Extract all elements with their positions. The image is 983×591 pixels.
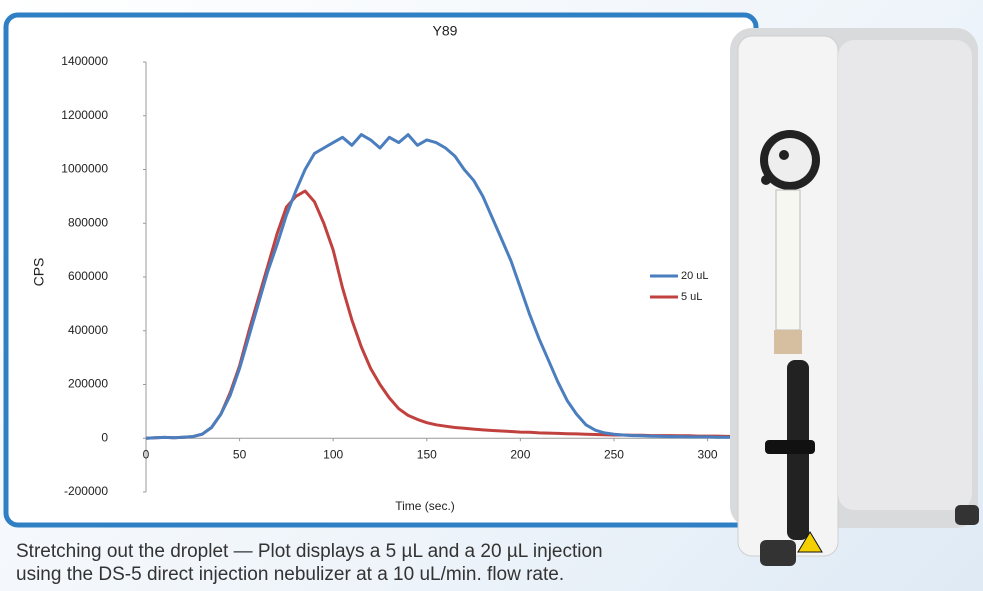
x-tick-label: 300 (698, 447, 718, 461)
chart-panel (3, 12, 759, 528)
valve-face (768, 138, 812, 182)
caption-line: using the DS-5 direct injection nebulize… (16, 564, 565, 585)
y-tick-label: 1200000 (61, 108, 108, 122)
y-tick-label: 1400000 (61, 54, 108, 68)
series-line (145, 133, 745, 440)
plot-area: -200000 0 200000 400000 600000 800000 1000000 1… (61, 54, 745, 498)
port (761, 175, 771, 185)
chart-title: Y89 (433, 23, 458, 39)
y-tick-label: 0 (101, 430, 108, 444)
caption: Stretching out the droplet — Plot displa… (16, 540, 756, 586)
foot (955, 505, 979, 525)
y-tick-label: -200000 (64, 484, 108, 498)
warning-label (797, 531, 823, 553)
device-image (730, 28, 979, 566)
device-panel (838, 40, 972, 510)
port (779, 150, 789, 160)
pusher (765, 440, 815, 454)
syringe-plunger (774, 330, 802, 354)
syringe (775, 189, 801, 331)
x-tick-label: 0 (143, 447, 150, 461)
caption-line: Stretching out the droplet — Plot displa… (16, 541, 603, 562)
x-tick-label: 250 (604, 447, 624, 461)
y-tick-label: 1000000 (61, 162, 108, 176)
legend-label: 20 uL (681, 270, 709, 282)
y-tick-label: 800000 (68, 215, 108, 229)
y-axis-label: CPS (31, 258, 47, 287)
legend-label: 5 uL (681, 291, 702, 303)
y-tick-label: 600000 (68, 269, 108, 283)
x-tick-label: 150 (417, 447, 437, 461)
foot (760, 540, 796, 566)
x-axis-label: Time (sec.) (395, 499, 455, 513)
x-tick-label: 100 (323, 447, 343, 461)
y-tick-label: 400000 (68, 323, 108, 337)
x-tick-label: 50 (233, 447, 247, 461)
x-tick-label: 200 (510, 447, 530, 461)
y-tick-label: 200000 (68, 377, 108, 391)
